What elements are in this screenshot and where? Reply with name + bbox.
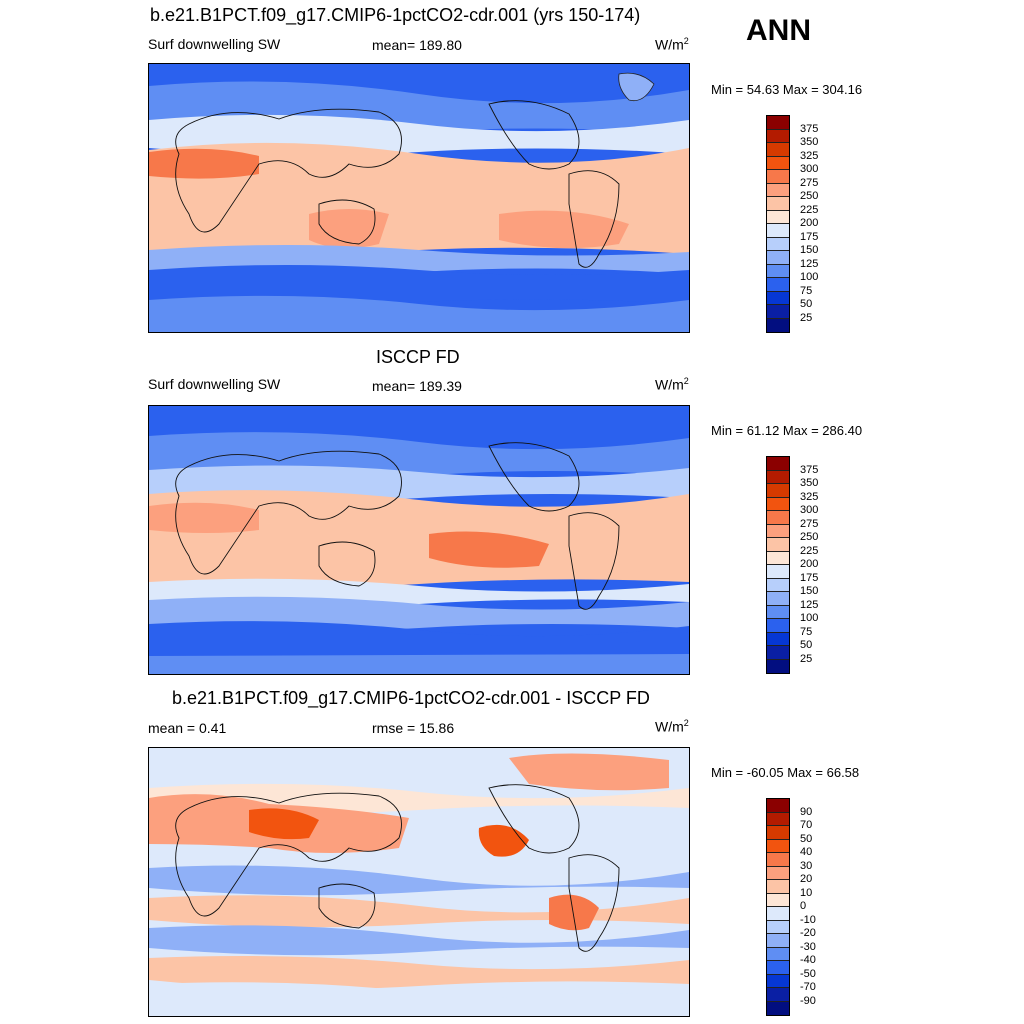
panel-2-colorbar-tick: 325: [800, 491, 819, 503]
panel-3-colorbar-tick: -30: [800, 941, 816, 953]
panel-1-colorbar-tick: 325: [800, 150, 819, 162]
panel-3-colorbar-tick: -70: [800, 981, 816, 993]
panel-3-colorbar-tick: 10: [800, 887, 813, 899]
panel-1-colorbar-tick: 250: [800, 190, 819, 202]
panel-2-colorbar-tick: 250: [800, 531, 819, 543]
panel-3-minmax: Min = -60.05 Max = 66.58: [711, 765, 860, 780]
panel-2-colorbar-tick: 225: [800, 545, 819, 557]
panel-2-map: [148, 405, 690, 675]
panel-3-mean-label: mean = 0.41: [148, 720, 227, 736]
panel-3-colorbar-tick: 70: [800, 819, 813, 831]
panel-2-colorbar-tick: 300: [800, 504, 819, 516]
panel-1-colorbar-tick: 100: [800, 271, 819, 283]
panel-2-colorbar-tick: 375: [800, 464, 819, 476]
panel-3-rmse-label: rmse = 15.86: [372, 720, 455, 736]
panel-3-colorbar-tick: -40: [800, 954, 816, 966]
panel-1-colorbar-tick: 150: [800, 244, 819, 256]
panel-1-colorbar-tick: 25: [800, 312, 813, 324]
panel-1-variable-label: Surf downwelling SW: [148, 36, 281, 52]
panel-2-colorbar-tick: 175: [800, 572, 819, 584]
panel-2-title: ISCCP FD: [376, 347, 460, 367]
panel-2-colorbar-tick: 100: [800, 612, 819, 624]
panel-1-colorbar-tick: 125: [800, 258, 819, 270]
panel-2-colorbar-tick: 150: [800, 585, 819, 597]
panel-2-colorbar-tick: 275: [800, 518, 819, 530]
panel-2-colorbar-tick: 200: [800, 558, 819, 570]
panel-3-colorbar-tick: -10: [800, 914, 816, 926]
panel-3-colorbar-tick: 0: [800, 900, 807, 912]
panel-1-colorbar-tick: 225: [800, 204, 819, 216]
panel-3-map: [148, 747, 690, 1017]
panel-2-variable-label: Surf downwelling SW: [148, 376, 281, 392]
panel-1-colorbar-tick: 300: [800, 163, 819, 175]
panel-2-units: W/m2: [655, 376, 689, 393]
panel-3-units: W/m2: [655, 718, 689, 735]
panel-3-colorbar-tick: 30: [800, 860, 813, 872]
panel-3-title: b.e21.B1PCT.f09_g17.CMIP6-1pctCO2-cdr.00…: [172, 688, 650, 708]
panel-2-colorbar-tick: 50: [800, 639, 813, 651]
panel-2-mean-label: mean= 189.39: [372, 378, 462, 394]
panel-1-units: W/m2: [655, 36, 689, 53]
panel-3-colorbar-tick: -20: [800, 927, 816, 939]
panel-3-colorbar-tick: 20: [800, 873, 813, 885]
panel-1-title: b.e21.B1PCT.f09_g17.CMIP6-1pctCO2-cdr.00…: [150, 5, 641, 25]
panel-1-colorbar-tick: 175: [800, 231, 819, 243]
panel-3-colorbar-tick: -50: [800, 968, 816, 980]
panel-3-colorbar-tick: 50: [800, 833, 813, 845]
panel-1-colorbar-tick: 50: [800, 298, 813, 310]
panel-1-colorbar-tick: 375: [800, 123, 819, 135]
panel-1-mean-label: mean= 189.80: [372, 37, 462, 53]
panel-3-colorbar-tick: 40: [800, 846, 813, 858]
panel-2-colorbar: [766, 456, 790, 674]
panel-1-colorbar: [766, 115, 790, 333]
panel-3-colorbar-tick: 90: [800, 806, 813, 818]
panel-1-map: [148, 63, 690, 333]
panel-1-colorbar-tick: 200: [800, 217, 819, 229]
panel-1-colorbar-tick: 275: [800, 177, 819, 189]
panel-1-colorbar-tick: 75: [800, 285, 813, 297]
panel-2-colorbar-tick: 75: [800, 626, 813, 638]
panel-2-colorbar-tick: 350: [800, 477, 819, 489]
panel-1-colorbar-tick: 350: [800, 136, 819, 148]
panel-1-minmax: Min = 54.63 Max = 304.16: [711, 82, 863, 97]
panel-2-colorbar-tick: 25: [800, 653, 813, 665]
panel-2-colorbar-tick: 125: [800, 599, 819, 611]
season-label: ANN: [746, 14, 811, 47]
panel-3-colorbar: [766, 798, 790, 1016]
panel-3-colorbar-tick: -90: [800, 995, 816, 1007]
panel-2-minmax: Min = 61.12 Max = 286.40: [711, 423, 863, 438]
